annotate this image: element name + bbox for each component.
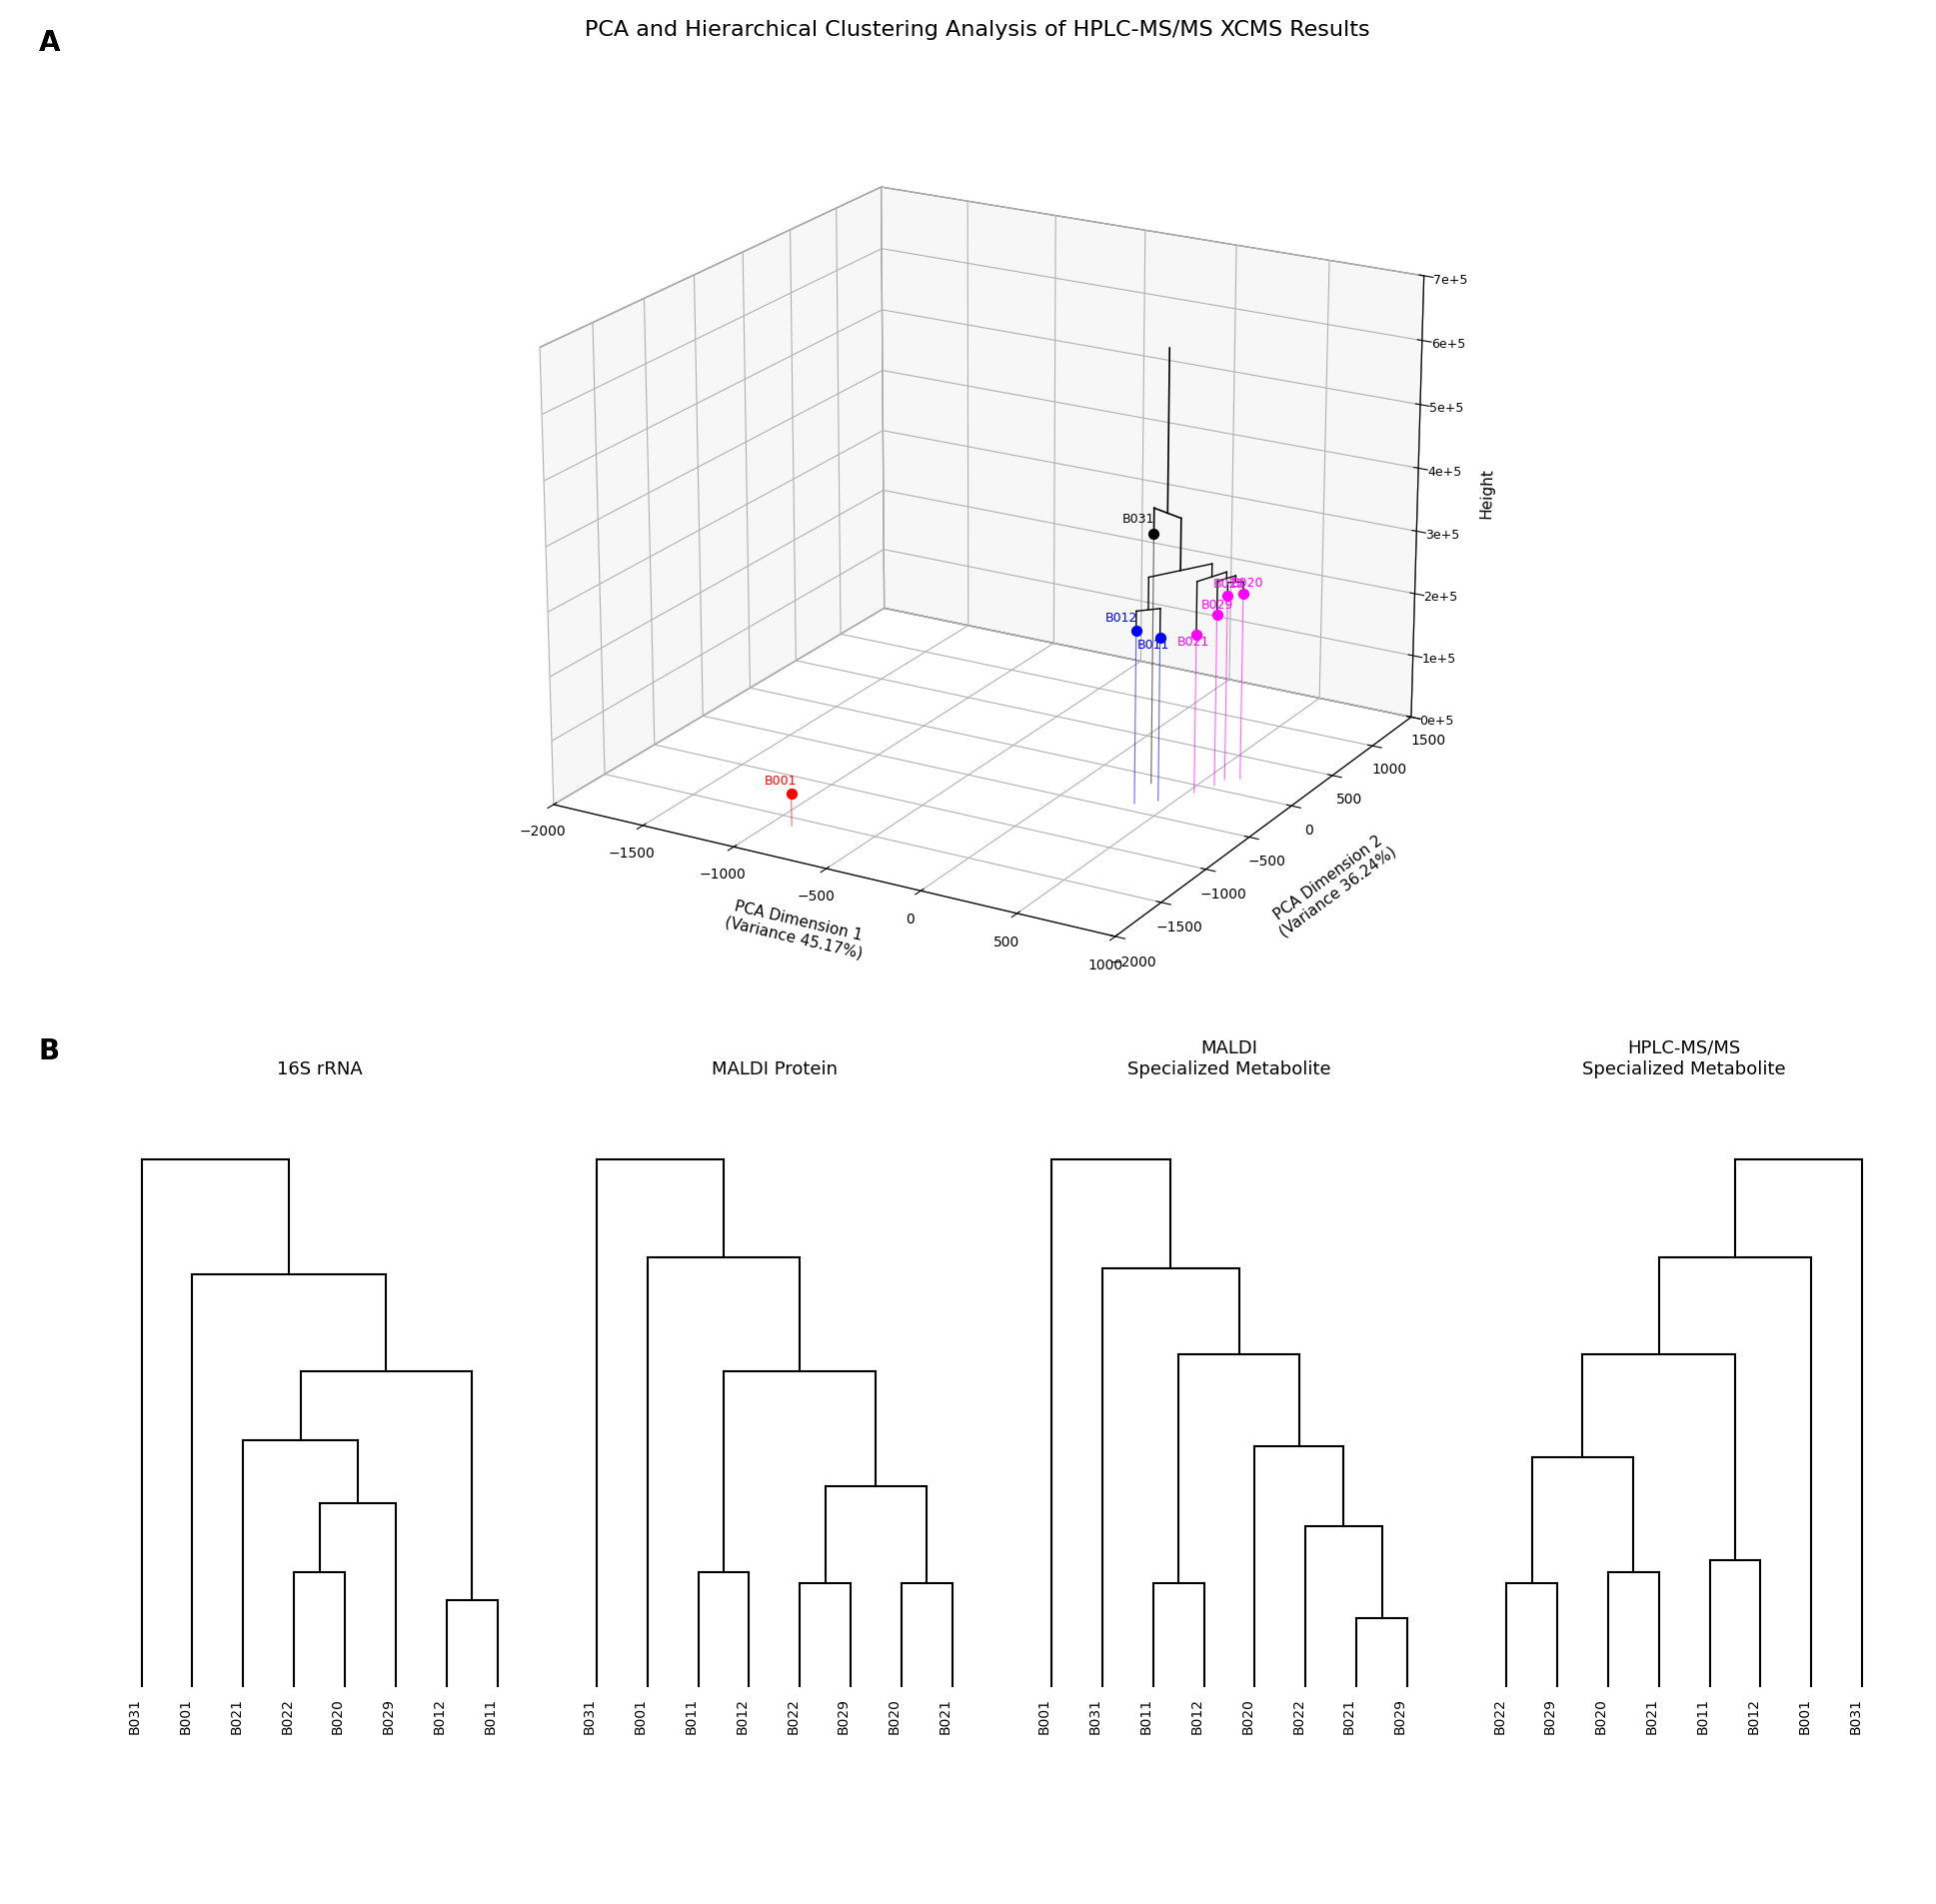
Text: B012: B012: [736, 1698, 749, 1735]
Title: HPLC-MS/MS
Specialized Metabolite: HPLC-MS/MS Specialized Metabolite: [1582, 1040, 1787, 1078]
Text: B029: B029: [836, 1698, 850, 1735]
Text: B021: B021: [939, 1698, 953, 1735]
Title: MALDI
Specialized Metabolite: MALDI Specialized Metabolite: [1127, 1040, 1332, 1078]
Text: B031: B031: [583, 1698, 596, 1735]
Text: B020: B020: [331, 1698, 345, 1735]
Text: B031: B031: [1849, 1698, 1862, 1735]
Text: B020: B020: [1593, 1698, 1609, 1735]
X-axis label: PCA Dimension 1
(Variance 45.17%): PCA Dimension 1 (Variance 45.17%): [724, 897, 867, 962]
Text: B021: B021: [1342, 1698, 1357, 1735]
Text: A: A: [39, 29, 60, 57]
Text: B011: B011: [1138, 1698, 1154, 1735]
Text: B022: B022: [281, 1698, 294, 1735]
Title: PCA and Hierarchical Clustering Analysis of HPLC-MS/MS XCMS Results: PCA and Hierarchical Clustering Analysis…: [585, 21, 1371, 40]
Text: B: B: [39, 1038, 60, 1066]
Text: B011: B011: [683, 1698, 699, 1735]
Text: B012: B012: [432, 1698, 447, 1735]
Text: B022: B022: [1291, 1698, 1305, 1735]
Text: B031: B031: [1088, 1698, 1102, 1735]
Title: MALDI Protein: MALDI Protein: [711, 1061, 838, 1078]
Text: B011: B011: [1696, 1698, 1709, 1735]
Text: B001: B001: [178, 1698, 192, 1735]
Text: B011: B011: [484, 1698, 498, 1735]
Text: B022: B022: [786, 1698, 800, 1735]
Text: B001: B001: [633, 1698, 647, 1735]
Text: B029: B029: [381, 1698, 395, 1735]
Text: B022: B022: [1493, 1698, 1506, 1735]
Text: B012: B012: [1191, 1698, 1204, 1735]
Text: B029: B029: [1394, 1698, 1407, 1735]
Text: B021: B021: [228, 1698, 244, 1735]
Text: B001: B001: [1797, 1698, 1812, 1735]
Text: B029: B029: [1543, 1698, 1557, 1735]
Title: 16S rRNA: 16S rRNA: [277, 1061, 362, 1078]
Text: B021: B021: [1646, 1698, 1659, 1735]
Text: B001: B001: [1038, 1698, 1051, 1735]
Text: B031: B031: [128, 1698, 141, 1735]
Y-axis label: PCA Dimension 2
(Variance 36.24%): PCA Dimension 2 (Variance 36.24%): [1266, 830, 1400, 941]
Text: B012: B012: [1746, 1698, 1760, 1735]
Text: B020: B020: [887, 1698, 902, 1735]
Text: B020: B020: [1241, 1698, 1255, 1735]
